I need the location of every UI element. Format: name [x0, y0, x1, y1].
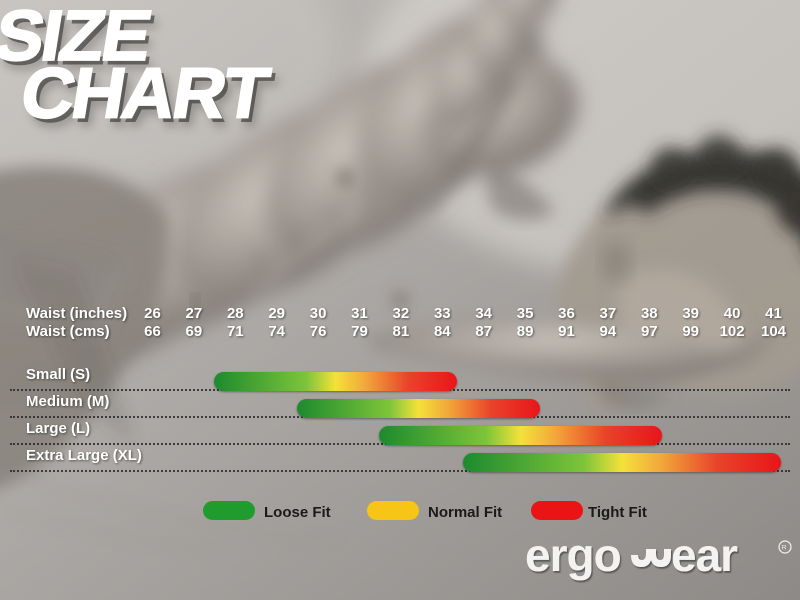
svg-text:R: R: [782, 545, 787, 552]
svg-text:ergo: ergo: [525, 529, 621, 581]
svg-text:ear: ear: [671, 529, 738, 581]
